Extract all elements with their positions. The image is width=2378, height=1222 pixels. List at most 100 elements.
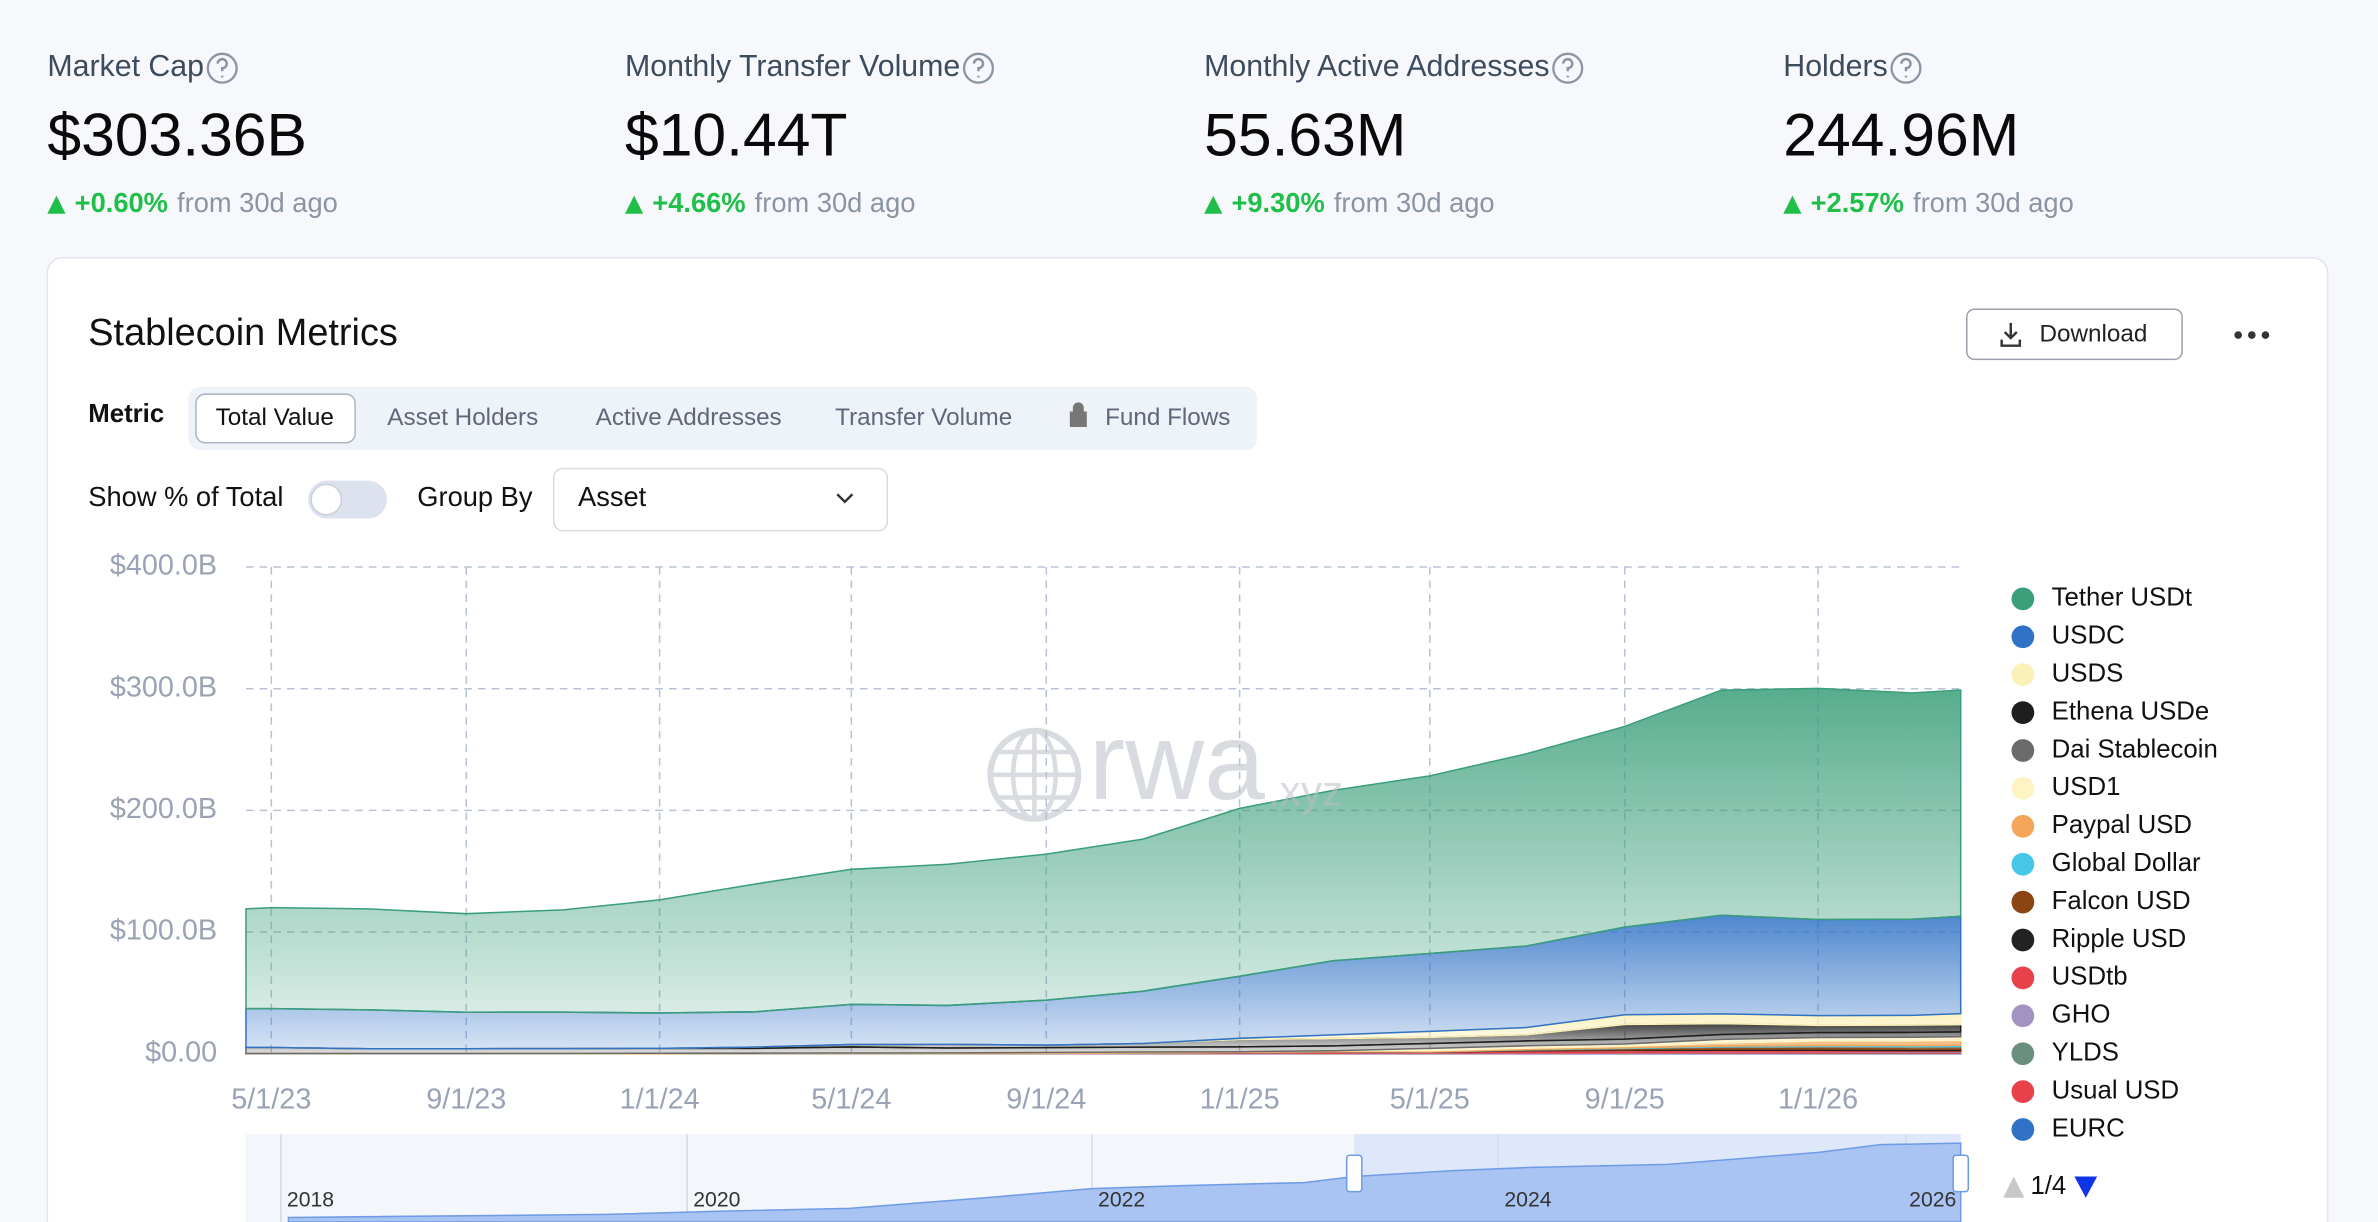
group-by-label: Group By [417,481,533,512]
download-button[interactable]: Download [1966,308,2183,361]
stat-label: Holders [1783,50,1887,83]
up-arrow [47,195,66,214]
stat-note: from 30d ago [755,187,916,218]
x-tick-label: 9/1/25 [1585,1083,1665,1115]
legend-swatch[interactable] [2011,1042,2035,1066]
tab[interactable]: Active Addresses [596,404,782,431]
y-tick-label: $100.0B [110,915,217,947]
help-icon[interactable] [1552,52,1584,84]
legend-swatch[interactable] [2011,814,2035,838]
legend-swatch[interactable] [2011,739,2035,762]
help-glyph [216,57,228,78]
navigator[interactable] [245,1134,1970,1222]
stat-value: 55.63M [1204,100,1406,168]
legend-prev[interactable] [2003,1176,2025,1198]
help-glyph [1561,57,1574,78]
legend-swatch[interactable] [2011,777,2035,800]
y-tick-label: $300.0B [110,671,217,703]
stat-value: $10.44T [625,100,847,168]
watermark-globe-lines [990,728,1079,821]
legend-label[interactable]: Falcon USD [2052,887,2191,915]
legend-swatch[interactable] [2011,890,2035,914]
help-glyph [972,57,985,78]
chevron [836,493,854,504]
legend-label[interactable]: USDtb [2052,963,2128,991]
legend-swatch[interactable] [2011,966,2035,990]
stat-change: +4.66% [652,187,745,218]
metric-label: Metric [88,400,164,428]
tab[interactable]: Total Value [216,404,334,431]
legend-swatch[interactable] [2011,1004,2035,1028]
toggle-knob[interactable] [310,483,343,516]
legend-label[interactable]: Usual USD [2052,1076,2179,1104]
tab[interactable]: Transfer Volume [835,404,1012,431]
navigator-label: 2020 [693,1188,740,1211]
legend-swatch[interactable] [2011,663,2035,687]
legend-page: 1/4 [2030,1172,2066,1200]
stat-label: Monthly Active Addresses [1204,50,1549,83]
stat-value: $303.36B [47,100,307,168]
download-icon [2000,322,2022,347]
navigator-handle[interactable] [1345,1154,1363,1193]
legend-swatch[interactable] [2011,852,2035,876]
x-tick-label: 5/1/23 [231,1083,311,1115]
menu-dot[interactable] [2234,331,2242,339]
toggle[interactable] [308,480,387,519]
stat-note: from 30d ago [1334,187,1495,218]
legend-label[interactable]: Tether USDt [2052,584,2192,612]
help-icon[interactable] [962,52,995,84]
legend-label[interactable]: Ripple USD [2052,925,2187,953]
legend-next[interactable] [2074,1176,2098,1198]
navigator-label: 2022 [1098,1188,1145,1211]
help-icon[interactable] [206,52,238,84]
group-by-select[interactable]: Asset [552,467,889,532]
legend-swatch[interactable] [2011,701,2035,724]
download-label[interactable]: Download [2040,320,2148,347]
legend-swatch[interactable] [2011,928,2035,952]
card-title: Stablecoin Metrics [88,312,398,354]
x-tick-label: 1/1/25 [1200,1083,1280,1115]
tab-active-bg[interactable] [195,393,356,444]
stat-note: from 30d ago [177,187,338,218]
help-glyph [1900,57,1912,78]
legend-label[interactable]: USD1 [2052,773,2121,801]
menu-dot[interactable] [2261,331,2270,339]
up-arrow [1204,195,1223,214]
lock-icon [1069,402,1087,427]
legend-label[interactable]: YLDS [2052,1039,2119,1067]
legend-label[interactable]: EURC [2052,1114,2125,1142]
navigator-area [287,1142,1962,1222]
legend-label[interactable]: USDS [2052,659,2124,687]
help-icon[interactable] [1890,52,1922,84]
stat-change: +0.60% [75,187,168,218]
area [245,687,1962,1014]
legend-label[interactable]: Ethena USDe [2052,697,2210,725]
select-value[interactable]: Asset [578,481,647,512]
stat-change: +9.30% [1231,187,1324,218]
stat-label: Market Cap [47,50,204,83]
legend-swatch[interactable] [2011,1118,2035,1141]
legend-label[interactable]: Global Dollar [2052,849,2201,877]
legend-swatch[interactable] [2011,587,2035,611]
legend-label[interactable]: Dai Stablecoin [2052,735,2218,763]
tab[interactable]: Asset Holders [387,404,538,431]
legend-swatch[interactable] [2011,625,2035,649]
y-tick-label: $400.0B [110,550,217,582]
navigator-handle[interactable] [1952,1154,1970,1193]
select-frame[interactable] [552,467,889,532]
tab[interactable]: Fund Flows [1105,404,1230,431]
toggle-label: Show % of Total [88,481,283,512]
tab-group [188,386,1258,451]
more-menu[interactable] [2234,331,2270,339]
x-tick-label: 1/1/26 [1778,1083,1858,1115]
navigator-label: 2026 [1909,1188,1956,1211]
legend-swatch[interactable] [2011,1080,2035,1103]
stat-value: 244.96M [1783,100,2019,168]
legend-label[interactable]: GHO [2052,1001,2111,1029]
up-arrow [1783,195,1802,214]
legend-label[interactable]: USDC [2052,622,2125,650]
menu-dot[interactable] [2248,331,2256,339]
legend-label[interactable]: Paypal USD [2052,811,2192,839]
